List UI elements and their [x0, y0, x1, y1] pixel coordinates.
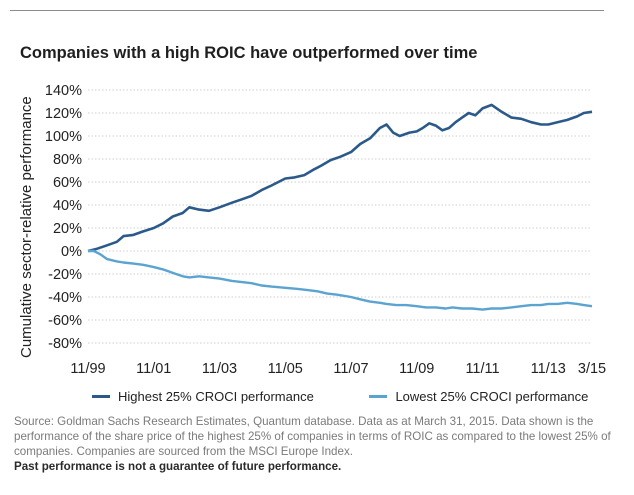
source-text: Source: Goldman Sachs Research Estimates…: [14, 415, 611, 458]
y-tick-label: -80%: [48, 336, 82, 352]
y-tick-label: 40%: [53, 198, 82, 214]
top-divider: [10, 10, 604, 11]
y-tick-label: -60%: [48, 313, 82, 329]
y-tick-label: -20%: [48, 267, 82, 283]
legend-swatch-lowest: [369, 395, 388, 398]
y-tick-label: 140%: [45, 83, 82, 99]
source-note: Source: Goldman Sachs Research Estimates…: [14, 414, 614, 474]
x-tick-label: 11/09: [399, 361, 434, 377]
y-tick-label: 100%: [45, 129, 82, 145]
x-tick-label: 11/13: [531, 361, 566, 377]
y-tick-labels: 140% 120% 100% 80% 60% 40% 20% 0% -20% -40% -60% -8…: [45, 83, 82, 352]
series-line-lowest: [88, 249, 593, 311]
performance-disclaimer: Past performance is not a guarantee of f…: [14, 460, 342, 473]
x-tick-label: 11/03: [202, 361, 237, 377]
y-tick-label: 20%: [53, 221, 82, 237]
chart-title: Companies with a high ROIC have outperfo…: [20, 44, 478, 62]
x-tick-label: 11/99: [70, 361, 105, 377]
y-tick-label: 60%: [53, 175, 82, 191]
legend-label-highest: Highest 25% CROCI performance: [118, 389, 314, 404]
y-tick-label: 120%: [45, 106, 82, 122]
x-tick-label: 11/07: [333, 361, 368, 377]
legend: Highest 25% CROCI performance Lowest 25%…: [92, 386, 634, 404]
legend-label-lowest: Lowest 25% CROCI performance: [395, 389, 589, 404]
legend-item-highest: Highest 25% CROCI performance: [92, 389, 314, 404]
y-tick-label: 80%: [53, 152, 82, 168]
x-tick-label: 11/11: [465, 361, 499, 377]
legend-item-lowest: Lowest 25% CROCI performance: [369, 389, 588, 404]
y-tick-label: 0%: [61, 244, 82, 260]
gridlines: [88, 89, 592, 344]
series-line-highest: [87, 103, 593, 253]
series-lines: [87, 103, 593, 311]
legend-swatch-highest: [92, 395, 110, 398]
x-tick-label: 11/05: [268, 361, 303, 377]
y-tick-label: -40%: [48, 290, 82, 306]
x-tick-label: 3/15: [578, 361, 606, 377]
x-tick-labels: 11/99 11/01 11/03 11/05 11/07 11/09 11/11 11/13…: [70, 361, 606, 377]
x-tick-label: 11/01: [136, 361, 171, 377]
